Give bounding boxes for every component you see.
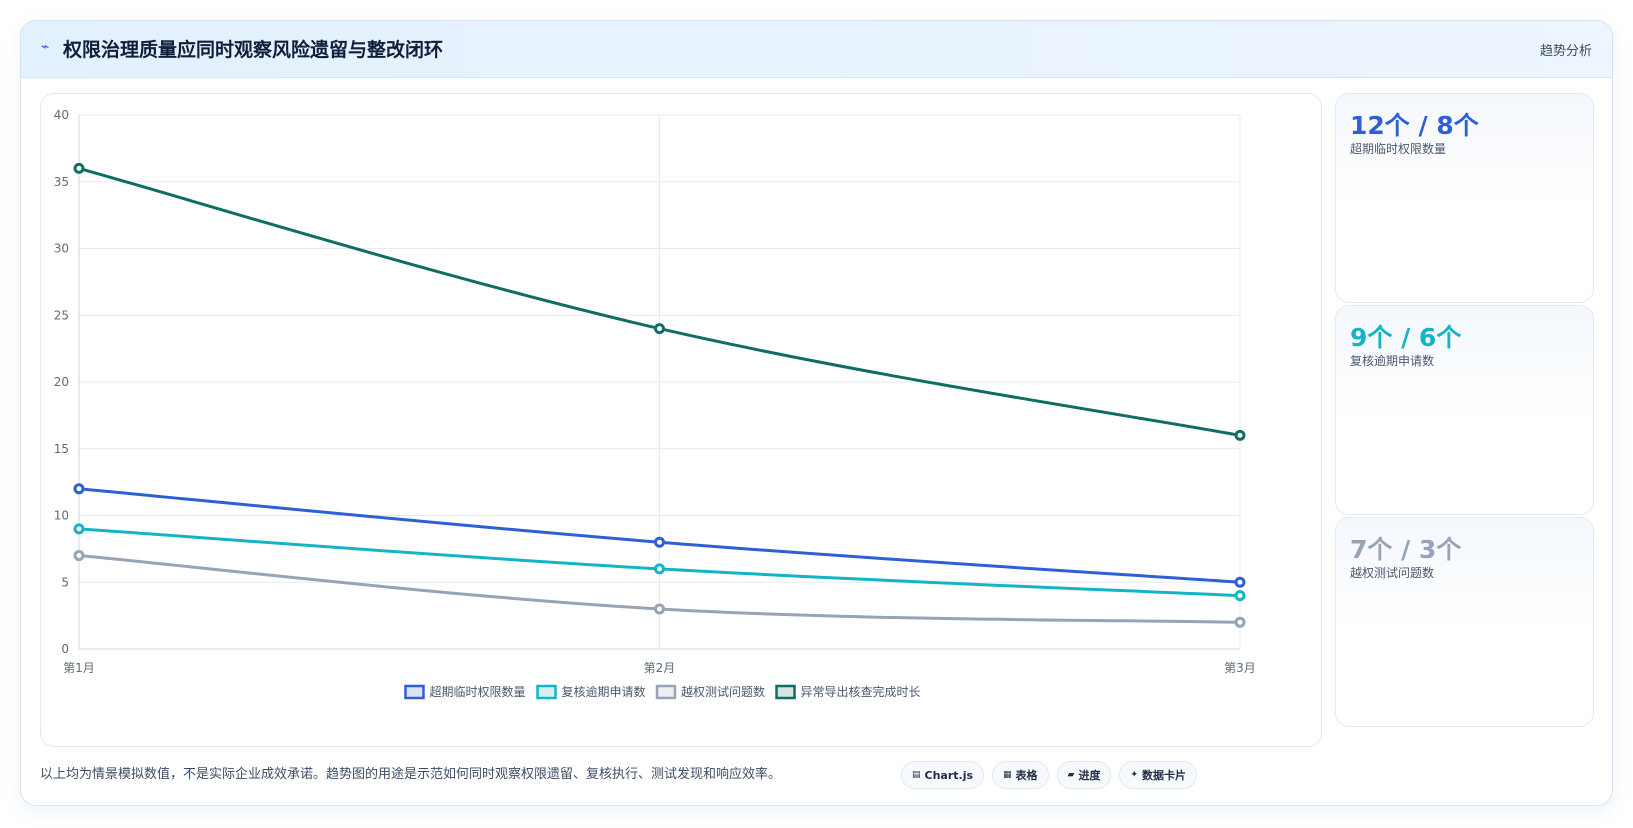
sparkle-icon: ✦	[1130, 770, 1139, 780]
metric-label: 越权测试问题数	[1350, 566, 1435, 580]
chart-icon: ▤	[912, 770, 921, 780]
chip-progress[interactable]: ▰ 进度	[1056, 761, 1112, 789]
progress-icon: ▰	[1067, 770, 1075, 780]
data-point	[654, 563, 665, 575]
y-tick-label: 15	[54, 442, 69, 456]
data-point	[1234, 590, 1246, 602]
view-chips: ▤ Chart.js ▦ 表格 ▰ 进度 ✦ 数据卡片	[901, 761, 1198, 789]
y-tick-label: 20	[54, 375, 69, 389]
line-chart-card: 0 5 10 15 20 25 30 35 40 第1月 第2月 第3月超期临时权限数量 复核逾期申请数…	[40, 93, 1322, 747]
y-tick-label: 25	[54, 308, 69, 322]
metric-label: 复核逾期申请数	[1350, 354, 1435, 368]
legend-swatch	[536, 684, 557, 700]
metric-card-overdue-reviews: 9个 / 6个 复核逾期申请数	[1335, 305, 1594, 515]
x-tick-label: 第3月	[1224, 661, 1256, 675]
legend-label: 超期临时权限数量	[430, 684, 526, 699]
legend-label: 异常导出核查完成时长	[801, 684, 921, 699]
chip-label: 数据卡片	[1142, 769, 1187, 782]
x-tick-label: 第2月	[644, 661, 676, 675]
metric-label: 超期临时权限数量	[1350, 142, 1447, 156]
analysis-panel: ⌁ 权限治理质量应同时观察风险遗留与整改闭环 趋势分析 0 5 10 15 20 25 30…	[20, 20, 1613, 806]
y-tick-label: 40	[54, 108, 69, 122]
y-tick-label: 0	[61, 642, 69, 656]
chip-data-cards[interactable]: ✦ 数据卡片	[1119, 761, 1198, 789]
data-point	[73, 550, 85, 562]
footnote: 以上均为情景模拟数值，不是实际企业成效承诺。趋势图的用途是示范如何同时观察权限遗…	[40, 767, 782, 782]
table-icon: ▦	[1003, 770, 1012, 780]
chip-table[interactable]: ▦ 表格	[992, 761, 1049, 789]
legend-label: 越权测试问题数	[681, 684, 765, 699]
metric-value: 9个 / 6个	[1350, 323, 1462, 352]
y-tick-label: 5	[61, 575, 69, 589]
data-point	[73, 483, 85, 495]
legend-swatch	[404, 684, 425, 700]
metric-card-privilege-tests: 7个 / 3个 越权测试问题数	[1335, 517, 1594, 727]
chip-label: 进度	[1078, 769, 1101, 782]
data-point	[654, 323, 665, 335]
metric-card-temp-permissions: 12个 / 8个 超期临时权限数量	[1335, 93, 1594, 303]
data-point	[73, 523, 85, 535]
y-tick-label: 30	[54, 242, 69, 256]
chip-label: Chart.js	[924, 768, 974, 782]
data-point	[1234, 429, 1246, 441]
y-tick-label: 35	[54, 175, 69, 189]
data-point	[654, 603, 665, 615]
panel-header: ⌁ 权限治理质量应同时观察风险遗留与整改闭环 趋势分析	[21, 21, 1612, 78]
legend-swatch	[655, 684, 677, 700]
lightning-icon: ⌁	[41, 39, 50, 55]
x-tick-label: 第1月	[63, 661, 95, 675]
chip-chartjs[interactable]: ▤ Chart.js	[901, 761, 985, 789]
metric-value: 12个 / 8个	[1350, 111, 1479, 140]
data-point	[73, 162, 85, 174]
legend-label: 复核逾期申请数	[562, 684, 646, 699]
y-tick-label: 10	[54, 509, 69, 523]
metric-value: 7个 / 3个	[1350, 535, 1462, 564]
data-point	[1234, 576, 1246, 588]
trend-analysis-label: 趋势分析	[1539, 44, 1592, 59]
chip-label: 表格	[1015, 769, 1038, 782]
data-point	[1234, 616, 1246, 628]
panel-title: 权限治理质量应同时观察风险遗留与整改闭环	[63, 39, 444, 61]
legend-swatch	[775, 684, 796, 700]
data-point	[654, 536, 665, 548]
